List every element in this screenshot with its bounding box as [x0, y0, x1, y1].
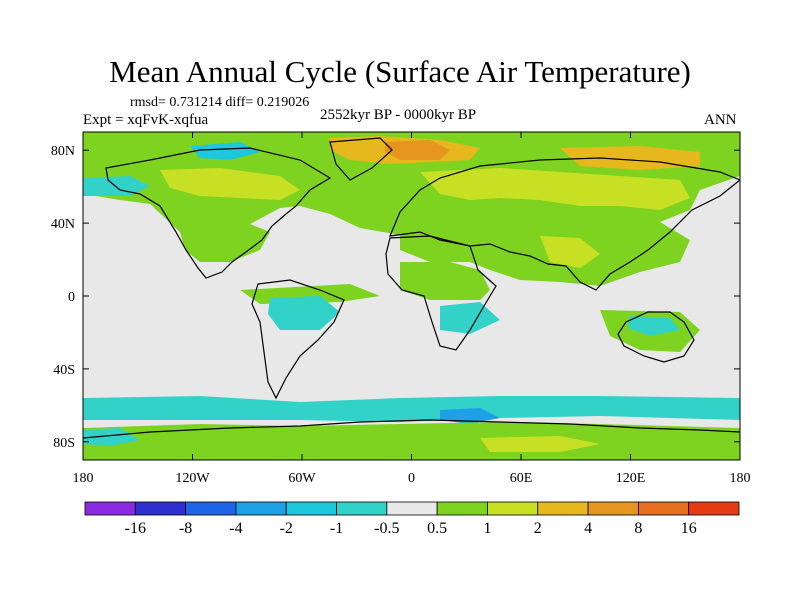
colorbar-swatch — [386, 501, 438, 516]
colorbar-swatch — [285, 501, 337, 516]
colorbar-label: -1 — [330, 520, 343, 537]
period-label: 2552kyr BP - 0000kyr BP — [320, 107, 477, 123]
siberia-gold — [560, 146, 700, 170]
longitude-labels: 180 120W 60W 0 60E 120E 180 — [73, 471, 751, 486]
lon-tick-label: 0 — [408, 471, 415, 486]
colorbar-label: -8 — [179, 520, 192, 537]
cool-patch-arctic — [190, 142, 260, 160]
colorbar-labels: -16 -8 -4 -2 -1 -0.5 0.5 1 2 4 8 16 — [125, 520, 697, 537]
colorbar-swatch — [185, 501, 237, 516]
lon-tick-label: 60E — [510, 471, 533, 486]
colorbar-swatch — [134, 501, 187, 516]
colorbar-label: 2 — [534, 520, 542, 537]
colorbar-label: 1 — [483, 520, 491, 537]
lat-tick-label: 80S — [53, 436, 75, 451]
lat-tick-label: 80N — [51, 144, 75, 159]
antarctica-yellow — [480, 436, 600, 452]
southern-ocean-blue-patch — [440, 408, 500, 424]
lat-tick-label: 40S — [53, 363, 75, 378]
coast-africa — [385, 235, 497, 351]
lon-tick-label: 180 — [73, 471, 94, 486]
lon-tick-label: 120W — [175, 471, 210, 486]
coast-antarctica — [83, 419, 740, 439]
figure-title: Mean Annual Cycle (Surface Air Temperatu… — [109, 54, 691, 89]
southern-ocean-cool-band — [83, 396, 740, 422]
colorbar-swatch — [587, 501, 639, 516]
lon-tick-label: 120E — [616, 471, 646, 486]
colorbar-label: -16 — [125, 520, 146, 537]
coast-eurasia — [389, 157, 740, 291]
barents-orange — [385, 140, 450, 160]
colorbar-swatch — [436, 501, 488, 516]
colorbar-swatch — [537, 501, 589, 516]
canada-yellow — [160, 168, 300, 200]
antarctica-cool — [83, 428, 140, 446]
colorbar-label: 16 — [681, 520, 697, 537]
eurasia-yellow — [420, 168, 690, 210]
tick-marks — [82, 132, 741, 460]
coast-south-america — [251, 279, 345, 400]
latitude-labels: 80N 40N 0 40S 80S — [51, 144, 75, 451]
stats-label: rmsd= 0.731214 diff= 0.219026 — [130, 95, 310, 110]
colorbar-swatch — [84, 501, 136, 516]
cool-patch-pacific-north — [83, 176, 150, 196]
colorbar-label: -2 — [280, 520, 293, 537]
colorbar-swatch — [235, 501, 287, 516]
lat-tick-label: 40N — [51, 217, 75, 232]
colorbar-label: -4 — [229, 520, 242, 537]
colorbar-label: -0.5 — [374, 520, 399, 537]
season-label: ANN — [704, 112, 737, 128]
colorbar-label: 4 — [584, 520, 592, 537]
colorbar — [84, 501, 740, 516]
lat-tick-label: 0 — [68, 290, 75, 305]
coast-greenland — [329, 137, 393, 181]
cool-patch-australia — [628, 316, 680, 336]
africa-green — [400, 262, 490, 300]
colorbar-swatch — [336, 501, 388, 516]
lon-tick-label: 180 — [730, 471, 751, 486]
antarctica-green — [83, 422, 740, 460]
lon-tick-label: 60W — [288, 471, 316, 486]
colorbar-label: 8 — [634, 520, 642, 537]
colorbar-swatch — [637, 501, 690, 516]
coastlines — [83, 137, 740, 439]
us-green — [180, 224, 270, 262]
coast-australia — [617, 311, 695, 363]
india-yellow — [540, 236, 600, 268]
colorbar-swatch — [688, 501, 740, 516]
coast-north-america — [105, 147, 332, 279]
experiment-label: Expt = xqFvK-xqfua — [83, 112, 209, 128]
cool-patch-south-pacific — [268, 296, 340, 330]
colorbar-swatch — [487, 501, 539, 516]
cool-patch-indian-ocean — [440, 302, 500, 334]
colorbar-label: 0.5 — [427, 520, 447, 537]
